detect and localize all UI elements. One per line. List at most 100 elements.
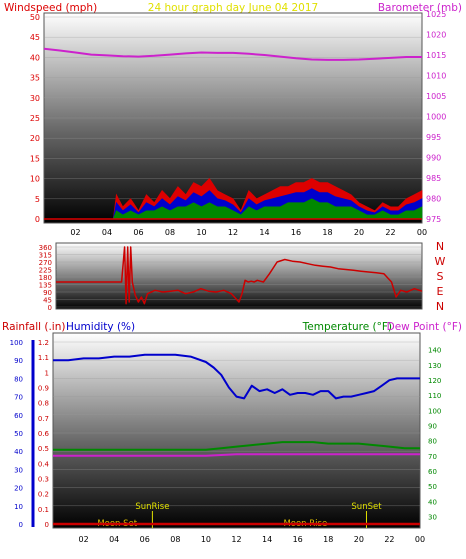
rainfall-tick-label: 0.5 bbox=[38, 445, 49, 453]
wind-x-tick-label: 18 bbox=[322, 228, 332, 237]
humidity-x-tick-label: 00 bbox=[415, 535, 425, 544]
humidity-x-tick-label: 06 bbox=[140, 535, 150, 544]
windspeed-ticks: 0 5 10 15 20 25 30 35 40 45 50 bbox=[30, 13, 40, 224]
humidity-tick-label: 60 bbox=[14, 412, 23, 420]
humidity-x-tick-label: 02 bbox=[78, 535, 88, 544]
rainfall-tick-label: 0 bbox=[45, 521, 49, 529]
compass-direction-label: N bbox=[436, 240, 444, 253]
temperature-tick-label: 40 bbox=[428, 498, 437, 506]
direction-degree-tick-label: 0 bbox=[48, 304, 52, 312]
humidity-tick-label: 50 bbox=[14, 430, 23, 438]
direction-gridlines bbox=[56, 246, 422, 308]
compass-direction-label: W bbox=[435, 255, 446, 268]
humidity-tick-label: 0 bbox=[19, 521, 23, 529]
barometer-tick-label: 980 bbox=[426, 195, 441, 204]
direction-degree-tick-label: 180 bbox=[39, 274, 52, 282]
windspeed-tick-label: 20 bbox=[30, 134, 40, 143]
wind-x-tick-label: 16 bbox=[291, 228, 301, 237]
dewpoint-line bbox=[53, 453, 420, 457]
barometer-axis-label: Barometer (mb) bbox=[378, 2, 462, 14]
rainfall-ticks: 0 0.1 0.2 0.3 0.4 0.5 0.6 0.7 0.8 0.9 1 1.1 1.2 bbox=[38, 339, 50, 529]
temperature-tick-label: 90 bbox=[428, 422, 437, 430]
humidity-tick-label: 100 bbox=[10, 339, 23, 347]
direction-degree-tick-label: 225 bbox=[39, 267, 52, 275]
humidity-tick-label: 90 bbox=[14, 357, 23, 365]
humidity-x-ticks: 02 04 06 08 10 12 14 16 18 20 22 00 bbox=[78, 535, 425, 544]
temperature-tick-label: 110 bbox=[428, 392, 441, 400]
windspeed-tick-label: 10 bbox=[30, 175, 40, 184]
humidity-x-tick-label: 16 bbox=[293, 535, 303, 544]
barometer-ticks: 975 980 985 990 995 1000 1005 1010 1015 1020 1025 bbox=[426, 10, 446, 224]
rainfall-tick-label: 0.8 bbox=[38, 400, 49, 408]
direction-degree-tick-label: 360 bbox=[39, 244, 52, 252]
wind-x-tick-label: 20 bbox=[354, 228, 364, 237]
temperature-tick-label: 120 bbox=[428, 377, 441, 385]
wind-x-tick-label: 12 bbox=[228, 228, 238, 237]
temperature-line bbox=[53, 441, 420, 451]
humidity-tick-label: 20 bbox=[14, 485, 23, 493]
barometer-tick-label: 1015 bbox=[426, 51, 446, 60]
temperature-tick-label: 50 bbox=[428, 483, 437, 491]
humidity-temperature-series bbox=[53, 353, 420, 526]
rainfall-axis-label: Rainfall (.in) bbox=[2, 321, 65, 333]
rainfall-tick-label: 0.1 bbox=[38, 506, 49, 514]
barometer-tick-label: 1000 bbox=[426, 113, 446, 122]
windspeed-tick-label: 40 bbox=[30, 53, 40, 62]
humidity-x-tick-label: 08 bbox=[170, 535, 180, 544]
rainfall-tick-label: 0.3 bbox=[38, 476, 49, 484]
wind-x-tick-label: 06 bbox=[133, 228, 143, 237]
wind-direction-line bbox=[56, 246, 423, 305]
direction-degree-tick-label: 45 bbox=[43, 297, 52, 305]
wind-x-tick-label: 10 bbox=[196, 228, 206, 237]
windspeed-tick-label: 35 bbox=[30, 74, 40, 83]
sun-event-label: SunRise bbox=[135, 502, 169, 512]
windspeed-tick-label: 50 bbox=[30, 13, 40, 22]
temperature-tick-label: 130 bbox=[428, 362, 441, 370]
windspeed-tick-label: 5 bbox=[35, 195, 40, 204]
humidity-ticks: 0 10 20 30 40 50 60 70 80 90 100 bbox=[10, 339, 23, 529]
wind-x-tick-label: 22 bbox=[385, 228, 395, 237]
humidity-x-tick-label: 14 bbox=[262, 535, 272, 544]
rainfall-tick-label: 1.2 bbox=[38, 339, 49, 347]
direction-series bbox=[56, 246, 423, 305]
wind-x-tick-label: 04 bbox=[102, 228, 112, 237]
temperature-tick-label: 60 bbox=[428, 468, 437, 476]
barometer-tick-label: 995 bbox=[426, 133, 441, 142]
humidity-tick-label: 80 bbox=[14, 375, 23, 383]
wind-series bbox=[43, 47, 423, 220]
temperature-axis-label: Temperature (°F) bbox=[302, 321, 392, 333]
rainfall-tick-label: 1 bbox=[45, 369, 49, 377]
chart-title: 24 hour graph day June 04 2017 bbox=[148, 2, 318, 14]
temperature-tick-label: 140 bbox=[428, 347, 441, 355]
temperature-tick-label: 70 bbox=[428, 453, 437, 461]
humidity-x-tick-label: 20 bbox=[354, 535, 364, 544]
barometer-line bbox=[43, 47, 422, 61]
humidity-plot-background bbox=[52, 332, 421, 529]
rainfall-tick-label: 0.7 bbox=[38, 415, 49, 423]
windspeed-tick-label: 30 bbox=[30, 94, 40, 103]
wind-x-tick-label: 00 bbox=[417, 228, 427, 237]
compass-direction-label: E bbox=[437, 285, 444, 298]
windspeed-tick-label: 0 bbox=[35, 215, 40, 224]
barometer-tick-label: 975 bbox=[426, 215, 441, 224]
barometer-tick-label: 1025 bbox=[426, 10, 446, 19]
humidity-x-tick-label: 04 bbox=[109, 535, 119, 544]
barometer-tick-label: 1005 bbox=[426, 92, 446, 101]
windspeed-tick-label: 25 bbox=[30, 114, 40, 123]
humidity-tick-label: 10 bbox=[14, 503, 23, 511]
temperature-ticks: 30 40 50 60 70 80 90 100 110 120 130 140 bbox=[428, 347, 441, 522]
wind-x-tick-label: 08 bbox=[165, 228, 175, 237]
humidity-x-tick-label: 18 bbox=[323, 535, 333, 544]
direction-degree-tick-label: 315 bbox=[39, 252, 52, 260]
temperature-tick-label: 30 bbox=[428, 513, 437, 521]
barometer-tick-label: 990 bbox=[426, 154, 441, 163]
windspeed-tick-label: 15 bbox=[30, 154, 40, 163]
rainfall-tick-label: 0.6 bbox=[38, 430, 50, 438]
temperature-tick-label: 80 bbox=[428, 438, 437, 446]
direction-degree-tick-label: 270 bbox=[39, 259, 52, 267]
barometer-tick-label: 985 bbox=[426, 174, 441, 183]
